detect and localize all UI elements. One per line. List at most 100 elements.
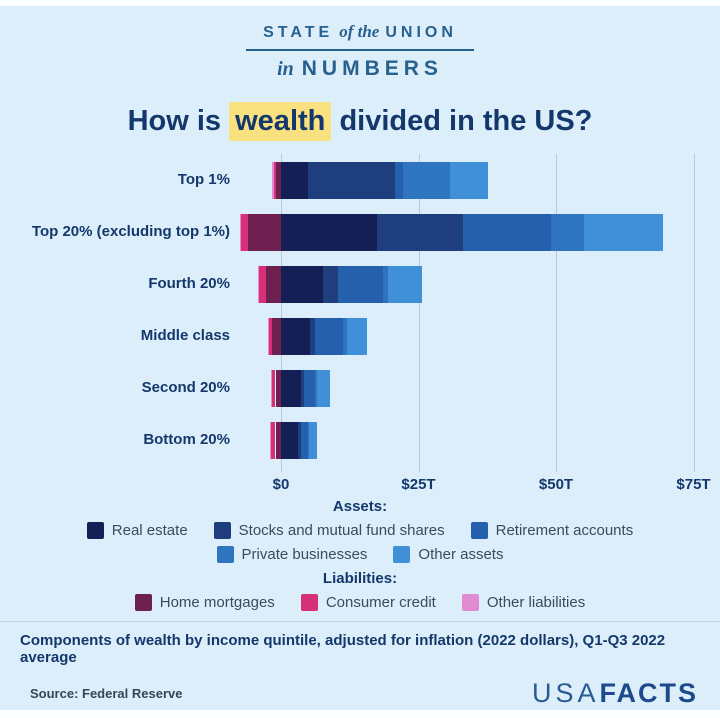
logo-word-numbers: NUMBERS bbox=[301, 57, 443, 80]
bar-segment-retirement-accounts bbox=[337, 265, 383, 303]
bar-segment-home-mortgages bbox=[276, 161, 281, 199]
chart-legend: Assets: Real estate Stocks and mutual fun… bbox=[0, 498, 720, 611]
bar-segment-home-mortgages bbox=[275, 369, 281, 407]
bar-segment-private-businesses bbox=[382, 265, 388, 303]
legend-label: Stocks and mutual fund shares bbox=[238, 522, 445, 539]
bar-segment-consumer-credit bbox=[271, 421, 276, 459]
category-label: Top 1% bbox=[177, 170, 230, 188]
gridline-0 bbox=[281, 154, 282, 472]
infographic-canvas: STATE of the UNION in NUMBERS How is wealth… bbox=[0, 6, 720, 710]
logo-word-union: UNION bbox=[385, 24, 457, 41]
logo-word-of-the: of the bbox=[339, 22, 380, 41]
legend-item-real-estate: Real estate bbox=[86, 522, 188, 539]
category-label: Bottom 20% bbox=[143, 430, 230, 448]
legend-swatch bbox=[86, 522, 104, 539]
chart-row: Top 20% (excluding top 1%) bbox=[0, 206, 720, 258]
bar-segment-other-liabilities bbox=[239, 213, 241, 251]
bar-track bbox=[236, 369, 720, 407]
usafacts-logo: USA FACTS bbox=[532, 678, 698, 709]
legend-item-retirement-accounts: Retirement accounts bbox=[470, 522, 634, 539]
legend-swatch bbox=[393, 546, 411, 563]
bar-segment-retirement-accounts bbox=[303, 369, 315, 407]
legend-item-private-businesses: Private businesses bbox=[216, 546, 368, 563]
page-title: How is wealth divided in the US? bbox=[0, 102, 720, 141]
legend-row-assets-1: Real estate Stocks and mutual fund shares… bbox=[0, 522, 720, 539]
bar-segment-other-assets bbox=[309, 421, 317, 459]
legend-label: Private businesses bbox=[241, 546, 368, 563]
legend-item-other-liabilities: Other liabilities bbox=[461, 594, 586, 611]
axis-tick-label: $50T bbox=[538, 476, 574, 493]
chart-row: Bottom 20% bbox=[0, 414, 720, 466]
bar-segment-consumer-credit bbox=[273, 161, 277, 199]
legend-label: Retirement accounts bbox=[495, 522, 634, 539]
title-prefix: How is bbox=[127, 105, 222, 137]
category-label: Second 20% bbox=[141, 378, 230, 396]
usafacts-logo-usa: USA bbox=[531, 678, 600, 708]
title-highlight: wealth bbox=[229, 102, 332, 141]
category-label: Top 20% (excluding top 1%) bbox=[31, 222, 230, 240]
axis-tick-label: $75T bbox=[676, 476, 711, 493]
legend-label: Real estate bbox=[111, 522, 188, 539]
bar-track bbox=[236, 265, 720, 303]
usafacts-logo-facts: FACTS bbox=[599, 678, 698, 708]
legend-swatch bbox=[216, 546, 234, 563]
bar-segment-retirement-accounts bbox=[315, 317, 344, 355]
bar-segment-other-liabilities bbox=[272, 161, 274, 199]
bar-segment-stocks-and-mutual-fund-shares bbox=[307, 161, 395, 199]
logo-word-state: STATE bbox=[263, 24, 334, 41]
chart-rows: Top 1% Top 20% (excluding top 1%) Fourth 2… bbox=[0, 154, 720, 466]
chart-row: Top 1% bbox=[0, 154, 720, 206]
footer-bottom-row: Source: Federal Reserve USA FACTS bbox=[30, 678, 698, 709]
title-suffix: divided in the US? bbox=[339, 105, 593, 137]
legend-assets-title: Assets: bbox=[332, 498, 388, 515]
logo-line-2: in NUMBERS bbox=[0, 57, 720, 81]
bar-segment-private-businesses bbox=[314, 369, 317, 407]
bar-segment-real-estate bbox=[281, 213, 378, 251]
bar-segment-stocks-and-mutual-fund-shares bbox=[300, 369, 304, 407]
logo-line-1: STATE of the UNION bbox=[0, 22, 720, 42]
bar-segment-stocks-and-mutual-fund-shares bbox=[297, 421, 301, 459]
bar-segment-retirement-accounts bbox=[462, 213, 551, 251]
bar-track bbox=[236, 317, 720, 355]
bar-segment-other-assets bbox=[449, 161, 489, 199]
chart-footnote: Components of wealth by income quintile,… bbox=[20, 632, 666, 666]
gridline-75t bbox=[693, 154, 695, 472]
legend-label: Consumer credit bbox=[325, 594, 436, 611]
legend-swatch bbox=[461, 594, 479, 611]
category-label: Fourth 20% bbox=[148, 274, 230, 292]
bottom-margin-strip bbox=[0, 710, 720, 718]
legend-swatch bbox=[470, 522, 488, 539]
legend-item-home-mortgages: Home mortgages bbox=[134, 594, 275, 611]
legend-row-assets-2: Private businesses Other assets bbox=[0, 546, 720, 563]
bar-track bbox=[236, 213, 720, 251]
bar-segment-retirement-accounts bbox=[300, 421, 308, 459]
source-text: Source: Federal Reserve bbox=[30, 686, 183, 701]
bar-segment-other-assets bbox=[347, 317, 367, 355]
bar-segment-real-estate bbox=[281, 317, 311, 355]
top-margin-strip bbox=[0, 0, 720, 6]
bar-segment-other-liabilities bbox=[267, 317, 269, 355]
bar-segment-other-assets bbox=[387, 265, 422, 303]
plot-gridlines bbox=[236, 154, 700, 472]
wealth-stacked-bar-chart: Top 1% Top 20% (excluding top 1%) Fourth 2… bbox=[0, 154, 720, 493]
bar-segment-home-mortgages bbox=[272, 317, 281, 355]
bar-segment-stocks-and-mutual-fund-shares bbox=[377, 213, 463, 251]
logo-divider-rule bbox=[246, 49, 474, 51]
legend-label: Other liabilities bbox=[486, 594, 586, 611]
bar-segment-other-liabilities bbox=[257, 265, 259, 303]
legend-item-other-assets: Other assets bbox=[393, 546, 503, 563]
footer-divider bbox=[0, 621, 720, 622]
chart-row: Fourth 20% bbox=[0, 258, 720, 310]
gridline-25t bbox=[418, 154, 420, 472]
bar-segment-stocks-and-mutual-fund-shares bbox=[322, 265, 338, 303]
legend-item-stocks-and-mutual-fund-shares: Stocks and mutual fund shares bbox=[213, 522, 445, 539]
state-of-the-union-logo: STATE of the UNION in NUMBERS bbox=[0, 6, 720, 81]
legend-swatch bbox=[300, 594, 318, 611]
bar-segment-other-assets bbox=[583, 213, 664, 251]
gridline-50t bbox=[556, 154, 557, 472]
bar-segment-consumer-credit bbox=[259, 265, 267, 303]
chart-row: Second 20% bbox=[0, 362, 720, 414]
legend-swatch bbox=[134, 594, 152, 611]
bar-segment-home-mortgages bbox=[275, 421, 281, 459]
bar-segment-private-businesses bbox=[550, 213, 584, 251]
